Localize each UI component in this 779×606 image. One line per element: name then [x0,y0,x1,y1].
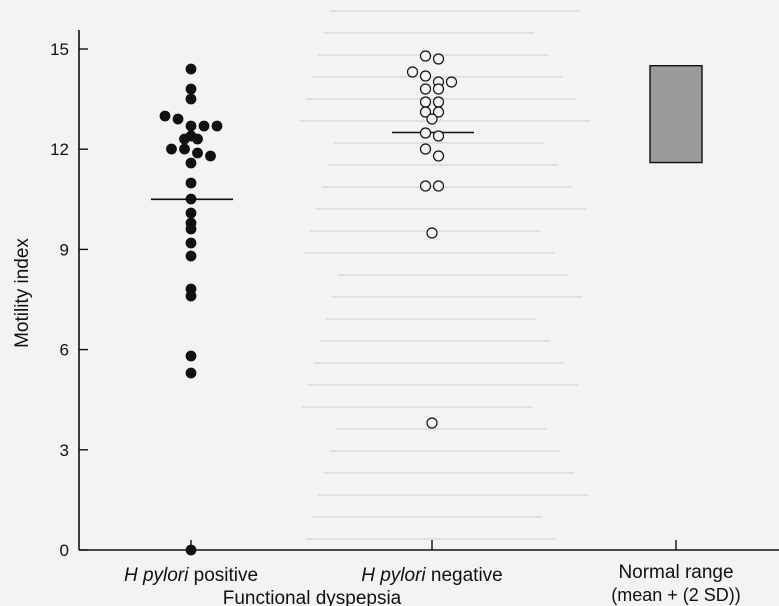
hp-positive-point [192,133,203,145]
hp-negative-point [426,113,438,125]
hp-positive-point [185,207,197,219]
normal-range-box [649,64,703,164]
y-axis-label: Motility index [12,238,33,348]
background-text-streak [332,296,582,298]
hp-positive-point [185,120,197,132]
hp-positive-point [185,83,197,95]
hp-negative-point [432,130,445,142]
hp-negative-point [426,417,438,429]
background-text-streak [328,164,558,166]
background-text-streak [330,450,560,452]
hp-negative-point [419,83,432,95]
background-text-streak [304,252,554,254]
y-axis-ticks: 0 3 6 9 12 15 [50,40,88,560]
background-text-streak [310,230,540,232]
hp-positive-point [185,177,197,189]
y-tick-label: 15 [50,40,69,59]
background-text-streak [324,32,534,34]
hp-negative-point [419,143,432,155]
category-labels: H pylori positive H pylori negative Normal… [124,562,741,605]
hp-positive-point [192,147,203,159]
hp-positive-point [159,110,171,122]
hp-positive-point [185,193,197,205]
background-text-streak [312,516,542,518]
y-tick-label: 0 [60,541,69,560]
y-tick-label: 3 [60,441,69,460]
background-text-streak [302,406,532,408]
y-tick-label: 9 [60,240,69,259]
hp-positive-point [185,63,197,75]
hp-negative-point [432,96,445,108]
y-tick-label: 12 [50,140,69,159]
hp-positive-point [185,367,197,379]
hp-positive-point [185,157,197,169]
hp-negative-point [419,70,432,82]
hp-negative-point [406,66,419,78]
background-text-streak [324,472,574,474]
hp-negative-point [419,50,432,62]
background-text-streak [316,208,586,210]
category-label-hp-negative: H pylori negative [361,565,503,586]
hp-positive-point [198,120,210,132]
hp-negative-point [432,53,445,65]
background-text-streak [318,494,588,496]
x-axis-group-label: Functional dyspepsia [223,588,402,606]
hp-positive-point [185,223,197,235]
hp-positive-point [185,250,197,262]
hp-positive-point [185,290,197,302]
hp-positive-point [179,133,190,145]
hp-negative-point [445,76,458,88]
hp-negative-point [426,227,438,239]
background-text-streak [314,362,564,364]
hp-negative-point [419,127,432,139]
background-text-streak [338,274,568,276]
background-text-streak [322,186,572,188]
background-text-streak [320,340,550,342]
hp-positive-point [172,113,184,125]
hp-positive-point [185,237,197,249]
hp-positive-point [166,143,177,155]
background-text-streak [300,120,590,122]
hp-negative-point [432,106,445,118]
hp-negative-point [432,83,445,95]
hp-positive-point [185,350,197,362]
background-text-streak [318,54,548,56]
normal-range-group [649,64,703,164]
background-text-streak [308,384,578,386]
background-text-streak [306,538,556,540]
hp-negative-point [419,180,432,192]
data-points [159,50,458,556]
hp-positive-point [179,143,190,155]
y-tick-label: 6 [60,341,69,360]
background-text-streak [326,318,536,320]
background-text-streak [334,142,544,144]
background-text-streak [330,10,580,12]
hp-negative-point [432,150,445,162]
category-label-normal-range-line2: (mean + (2 SD)) [611,585,741,605]
hp-positive-point [185,544,197,556]
hp-negative-point [432,180,445,192]
category-label-normal-range: Normal range [618,562,733,583]
hp-negative-point [419,106,432,118]
category-label-hp-positive: H pylori positive [124,565,258,586]
background-text-streak [336,428,546,430]
hp-positive-point [185,93,197,105]
hp-negative-point [419,96,432,108]
hp-positive-point [205,150,216,162]
hp-positive-point [211,120,223,132]
